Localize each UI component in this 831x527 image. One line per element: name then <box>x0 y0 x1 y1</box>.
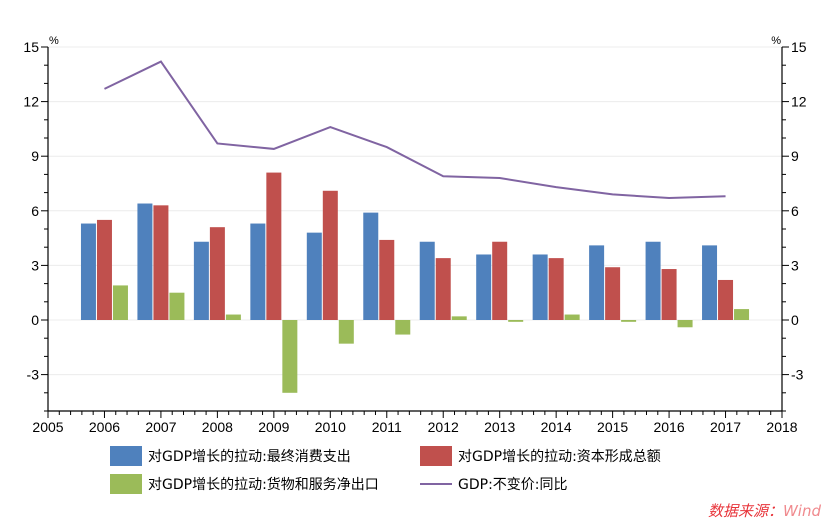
data-source: 数据来源：Wind <box>708 500 821 521</box>
x-tick-label: 2014 <box>541 419 572 435</box>
bar-consumption <box>702 245 718 320</box>
x-tick-label: 2018 <box>766 419 797 435</box>
x-tick-label: 2009 <box>258 419 289 435</box>
bar-net-exports <box>677 320 693 328</box>
bar-consumption <box>419 241 435 320</box>
bar-capital <box>435 258 451 320</box>
bar-capital <box>379 239 395 320</box>
y-tick-label-left: 12 <box>23 94 39 110</box>
legend-label-consumption: 对GDP增长的拉动:最终消费支出 <box>148 449 351 465</box>
y-unit-right: % <box>771 35 781 47</box>
y-tick-label-right: 3 <box>791 257 799 273</box>
y-tick-label-right: 12 <box>791 94 807 110</box>
bar-net-exports <box>225 314 241 320</box>
bar-consumption <box>476 254 492 320</box>
bar-consumption <box>193 241 209 320</box>
bar-consumption <box>363 212 379 320</box>
bar-capital <box>718 279 734 320</box>
x-tick-label: 2007 <box>145 419 176 435</box>
legend-label-gdp: GDP:不变价:同比 <box>458 477 568 493</box>
bar-capital <box>548 258 564 320</box>
data-source-brand: Wind <box>782 502 821 520</box>
y-tick-label-right: 0 <box>791 312 799 328</box>
data-source-prefix: 数据来源： <box>707 502 783 520</box>
bar-net-exports <box>282 320 298 393</box>
legend-item-capital: 对GDP增长的拉动:资本形成总额 <box>420 446 661 466</box>
bar-capital <box>661 269 677 320</box>
bar-consumption <box>137 203 153 320</box>
chart-svg: 15 15 12 12 9 9 6 6 3 3 0 0 -3 -3% % 2005 2006 2007 2008 20… <box>23 35 807 435</box>
bar-capital <box>322 190 338 320</box>
bar-consumption <box>306 232 322 320</box>
x-tick-label: 2011 <box>372 419 402 435</box>
gdp-line <box>104 60 726 200</box>
x-tick-label: 2016 <box>653 419 684 435</box>
bar-net-exports <box>734 309 750 320</box>
x-tick-label: 2012 <box>428 419 459 435</box>
legend-item-gdp: GDP:不变价:同比 <box>420 474 568 494</box>
legend-label-capital: 对GDP增长的拉动:资本形成总额 <box>458 449 661 465</box>
x-tick-label: 2006 <box>89 419 120 435</box>
y-tick-label-left: 9 <box>31 148 39 164</box>
y-tick-label-left: 15 <box>23 39 39 55</box>
x-tick-label: 2013 <box>484 419 515 435</box>
bar-net-exports <box>621 320 637 322</box>
bar-capital <box>96 219 112 320</box>
y-tick-label-right: -3 <box>791 367 804 383</box>
bar-net-exports <box>169 292 185 320</box>
legend-swatch-capital <box>420 446 452 466</box>
y-unit-left: % <box>49 35 59 47</box>
y-tick-label-left: 0 <box>31 312 39 328</box>
bar-capital <box>209 227 225 320</box>
bar-net-exports <box>451 316 467 320</box>
bar-net-exports <box>338 320 354 344</box>
bar-net-exports <box>112 285 128 320</box>
bar-net-exports <box>395 320 411 335</box>
legend-item-consumption: 对GDP增长的拉动:最终消费支出 <box>110 446 351 466</box>
legend-swatch-net-exports <box>110 474 142 494</box>
bar-consumption <box>645 241 661 320</box>
legend-swatch-consumption <box>110 446 142 466</box>
x-tick-label: 2008 <box>202 419 233 435</box>
legend-item-net-exports: 对GDP增长的拉动:货物和服务净出口 <box>110 474 379 494</box>
bar-consumption <box>250 223 266 320</box>
x-tick-label: 2005 <box>32 419 63 435</box>
x-tick-label: 2015 <box>597 419 628 435</box>
bar-net-exports <box>564 314 580 320</box>
bar-consumption <box>80 223 96 320</box>
x-tick-label: 2017 <box>710 419 741 435</box>
y-tick-label-right: 15 <box>791 39 807 55</box>
bar-consumption <box>532 254 548 320</box>
y-tick-label-left: 6 <box>31 203 39 219</box>
y-tick-label-left: -3 <box>27 367 40 383</box>
bar-capital <box>605 267 621 320</box>
legend-line-gdp <box>420 483 452 485</box>
bar-capital <box>153 205 169 320</box>
legend-label-net-exports: 对GDP增长的拉动:货物和服务净出口 <box>148 477 379 493</box>
y-tick-label-right: 9 <box>791 148 799 164</box>
bar-consumption <box>589 245 605 320</box>
bar-net-exports <box>508 320 524 322</box>
x-tick-label: 2010 <box>315 419 346 435</box>
y-tick-label-left: 3 <box>31 257 39 273</box>
bar-capital <box>492 241 508 320</box>
bar-capital <box>266 172 282 320</box>
y-tick-label-right: 6 <box>791 203 799 219</box>
